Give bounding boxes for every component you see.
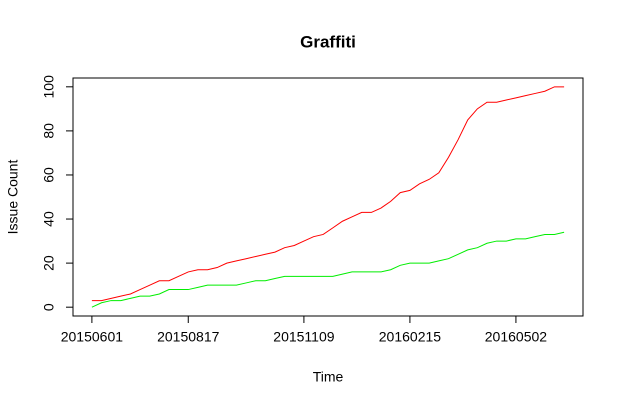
x-tick-label: 20151109 bbox=[273, 329, 334, 345]
y-tick-label: 80 bbox=[41, 123, 57, 139]
x-tick-label: 20150601 bbox=[61, 329, 124, 345]
x-tick-label: 20160215 bbox=[379, 329, 442, 345]
y-tick-label: 0 bbox=[41, 303, 57, 311]
y-tick-label: 100 bbox=[41, 75, 57, 99]
chart-title: Graffiti bbox=[300, 32, 356, 51]
x-tick-label: 20160502 bbox=[485, 329, 548, 345]
y-tick-label: 20 bbox=[41, 255, 57, 271]
y-axis-label: Issue Count bbox=[5, 160, 21, 235]
series-line bbox=[91, 86, 565, 302]
x-tick-label: 20150817 bbox=[157, 329, 220, 345]
y-tick-label: 40 bbox=[41, 211, 57, 227]
series-line bbox=[91, 231, 565, 308]
y-tick-label: 60 bbox=[41, 167, 57, 183]
plot-box bbox=[72, 77, 584, 317]
x-axis-label: Time bbox=[313, 369, 344, 385]
